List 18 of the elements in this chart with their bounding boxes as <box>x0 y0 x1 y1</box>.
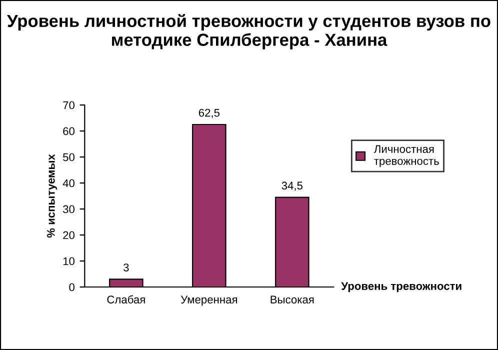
chart-title: Уровень личностной тревожности у студентов вузов по методике Спилбергера - Ханина <box>6 14 490 50</box>
y-tick-label: 70 <box>63 101 75 110</box>
x-axis-title: Уровень тревожности <box>341 282 462 292</box>
y-tick-label: 30 <box>63 205 75 214</box>
legend-label: Личностная тревожность <box>374 145 439 168</box>
y-tick-label: 60 <box>63 127 75 136</box>
data-label: 34,5 <box>282 182 303 191</box>
y-tick-label: 10 <box>63 257 75 266</box>
y-axis-title: % испытуемых <box>46 154 58 238</box>
y-tick-label: 0 <box>69 283 75 292</box>
y-tick-label: 40 <box>62 179 75 188</box>
y-tick-label: 20 <box>63 231 75 240</box>
data-label: 62,5 <box>198 108 220 118</box>
y-tick-label: 50 <box>63 153 75 162</box>
x-tick-label: Слабая <box>107 295 145 304</box>
data-label: 3 <box>123 264 129 272</box>
x-tick-label: Умеренная <box>180 296 237 306</box>
x-tick-label: Высокая <box>270 296 314 304</box>
